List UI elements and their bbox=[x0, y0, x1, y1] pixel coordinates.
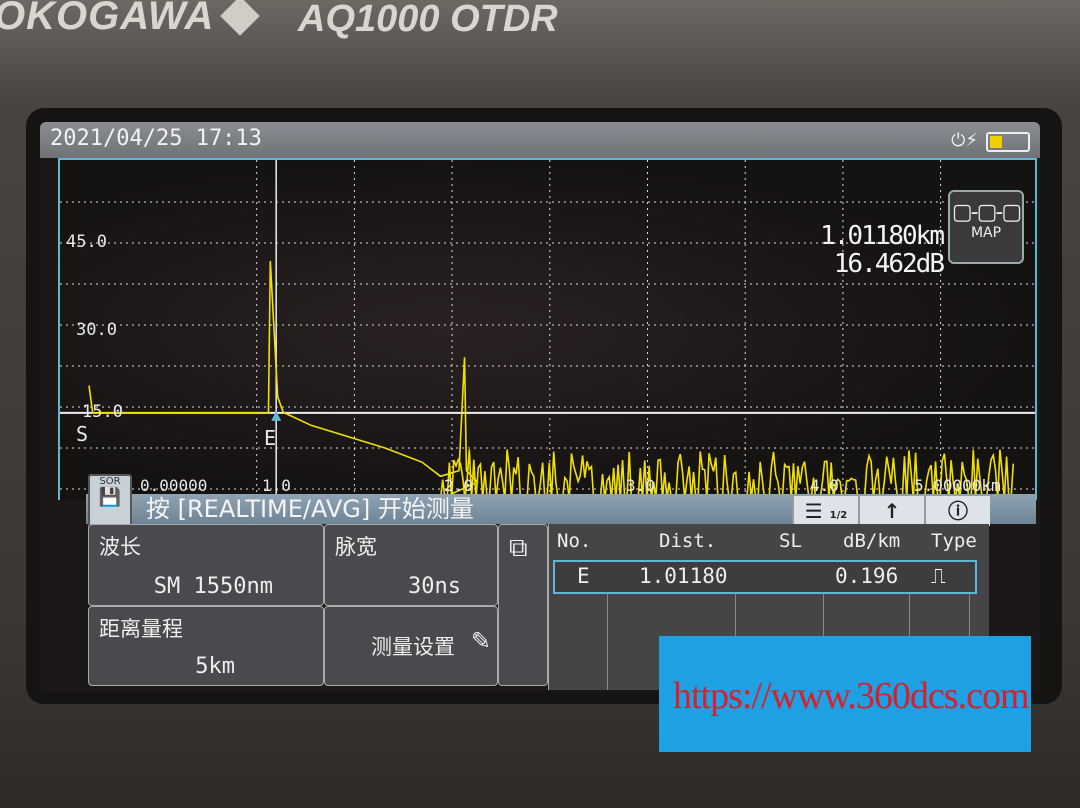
y-tick: 15.0 bbox=[82, 402, 123, 422]
watermark-text: https://www.360dcs.com bbox=[673, 675, 1030, 717]
info-icon: ⓘ bbox=[948, 499, 968, 523]
x-tick: 0.00000 bbox=[140, 476, 208, 495]
end-event-icon: ⎍ bbox=[931, 564, 946, 588]
cursor-marker-icon bbox=[271, 410, 282, 421]
watermark: https://www.360dcs.com bbox=[659, 636, 1031, 752]
arrow-up-icon: ↑ bbox=[883, 499, 901, 523]
y-tick: 45.0 bbox=[66, 232, 107, 252]
expand-icon: ⧉ bbox=[509, 533, 528, 563]
x-tick: 4.0 bbox=[810, 476, 839, 495]
x-tick: 5.00000km bbox=[914, 476, 1001, 495]
sor-label: SOR bbox=[99, 476, 121, 487]
list-icon: ☰ bbox=[804, 499, 823, 523]
measurement-settings-button[interactable]: 测量设置 ✎ bbox=[324, 606, 498, 686]
col-header: Type bbox=[931, 530, 977, 552]
cursor-distance: 1.01180km bbox=[820, 221, 945, 251]
plug-icon: ⏻⚡ bbox=[951, 130, 978, 151]
start-marker[interactable]: S bbox=[76, 422, 89, 446]
pencil-icon: ✎ bbox=[470, 627, 491, 655]
expand-button[interactable]: ⧉ bbox=[498, 524, 548, 686]
measurement-settings-label: 测量设置 bbox=[371, 635, 455, 659]
event-dbkm: 0.196 bbox=[835, 564, 899, 588]
col-header: SL bbox=[779, 530, 802, 552]
map-button[interactable]: ▢-▢-▢ MAP bbox=[948, 190, 1024, 264]
pulse-width-value: 30ns bbox=[408, 574, 461, 599]
trace-graph[interactable]: 1.01180km 16.462dB bbox=[58, 158, 1037, 500]
distance-range-value: 5km bbox=[195, 654, 235, 679]
end-marker[interactable]: E bbox=[264, 426, 277, 450]
page-list-button[interactable]: ☰ 1/2 bbox=[792, 496, 858, 526]
brand-diamond-icon bbox=[220, 0, 260, 36]
x-tick: 3.0 bbox=[626, 476, 655, 495]
event-no: E bbox=[577, 564, 590, 588]
distance-range-setting[interactable]: 距离量程 5km bbox=[88, 606, 324, 686]
x-tick: 2.0 bbox=[444, 476, 473, 495]
wavelength-setting[interactable]: 波长 SM 1550nm bbox=[88, 524, 324, 606]
col-header: No. bbox=[557, 530, 592, 552]
y-tick: 30.0 bbox=[76, 320, 117, 340]
info-button[interactable]: ⓘ bbox=[924, 496, 990, 526]
trace-line bbox=[88, 260, 1015, 500]
map-label: MAP bbox=[970, 225, 1002, 241]
floppy-icon: 💾 bbox=[98, 487, 122, 508]
screen: 2021/04/25 17:13 ⏻⚡ 1.01180km 16.462dB ▢… bbox=[40, 122, 1040, 692]
datetime: 2021/04/25 17:13 bbox=[50, 126, 262, 151]
brand-logo: OKOGAWA bbox=[0, 0, 215, 38]
trace-plot bbox=[60, 160, 1035, 500]
pulse-width-label: 脉宽 bbox=[335, 535, 377, 559]
model-label: AQ1000 OTDR bbox=[298, 0, 558, 40]
wavelength-value: SM 1550nm bbox=[153, 574, 273, 599]
distance-range-label: 距离量程 bbox=[99, 617, 183, 641]
map-icon: ▢-▢-▢ bbox=[951, 200, 1022, 225]
page-indicator: 1/2 bbox=[829, 510, 848, 521]
table-row[interactable]: E 1.01180 0.196 ⎍ bbox=[553, 560, 977, 594]
status-bar: 2021/04/25 17:13 ⏻⚡ bbox=[40, 122, 1040, 158]
cursor-readout: 1.01180km 16.462dB bbox=[820, 221, 945, 279]
event-up-button[interactable]: ↑ bbox=[858, 496, 924, 526]
col-header: Dist. bbox=[659, 530, 717, 552]
event-dist: 1.01180 bbox=[639, 564, 728, 588]
pulse-width-setting[interactable]: 脉宽 30ns bbox=[324, 524, 498, 606]
battery-icon bbox=[986, 132, 1030, 152]
cursor-loss: 16.462dB bbox=[833, 249, 945, 279]
save-sor-button[interactable]: SOR 💾 bbox=[88, 474, 132, 528]
wavelength-label: 波长 bbox=[99, 535, 141, 559]
col-header: dB/km bbox=[843, 530, 901, 552]
status-message: 按 [REALTIME/AVG] 开始测量 bbox=[146, 495, 474, 523]
x-tick: 1.0 bbox=[262, 476, 291, 495]
